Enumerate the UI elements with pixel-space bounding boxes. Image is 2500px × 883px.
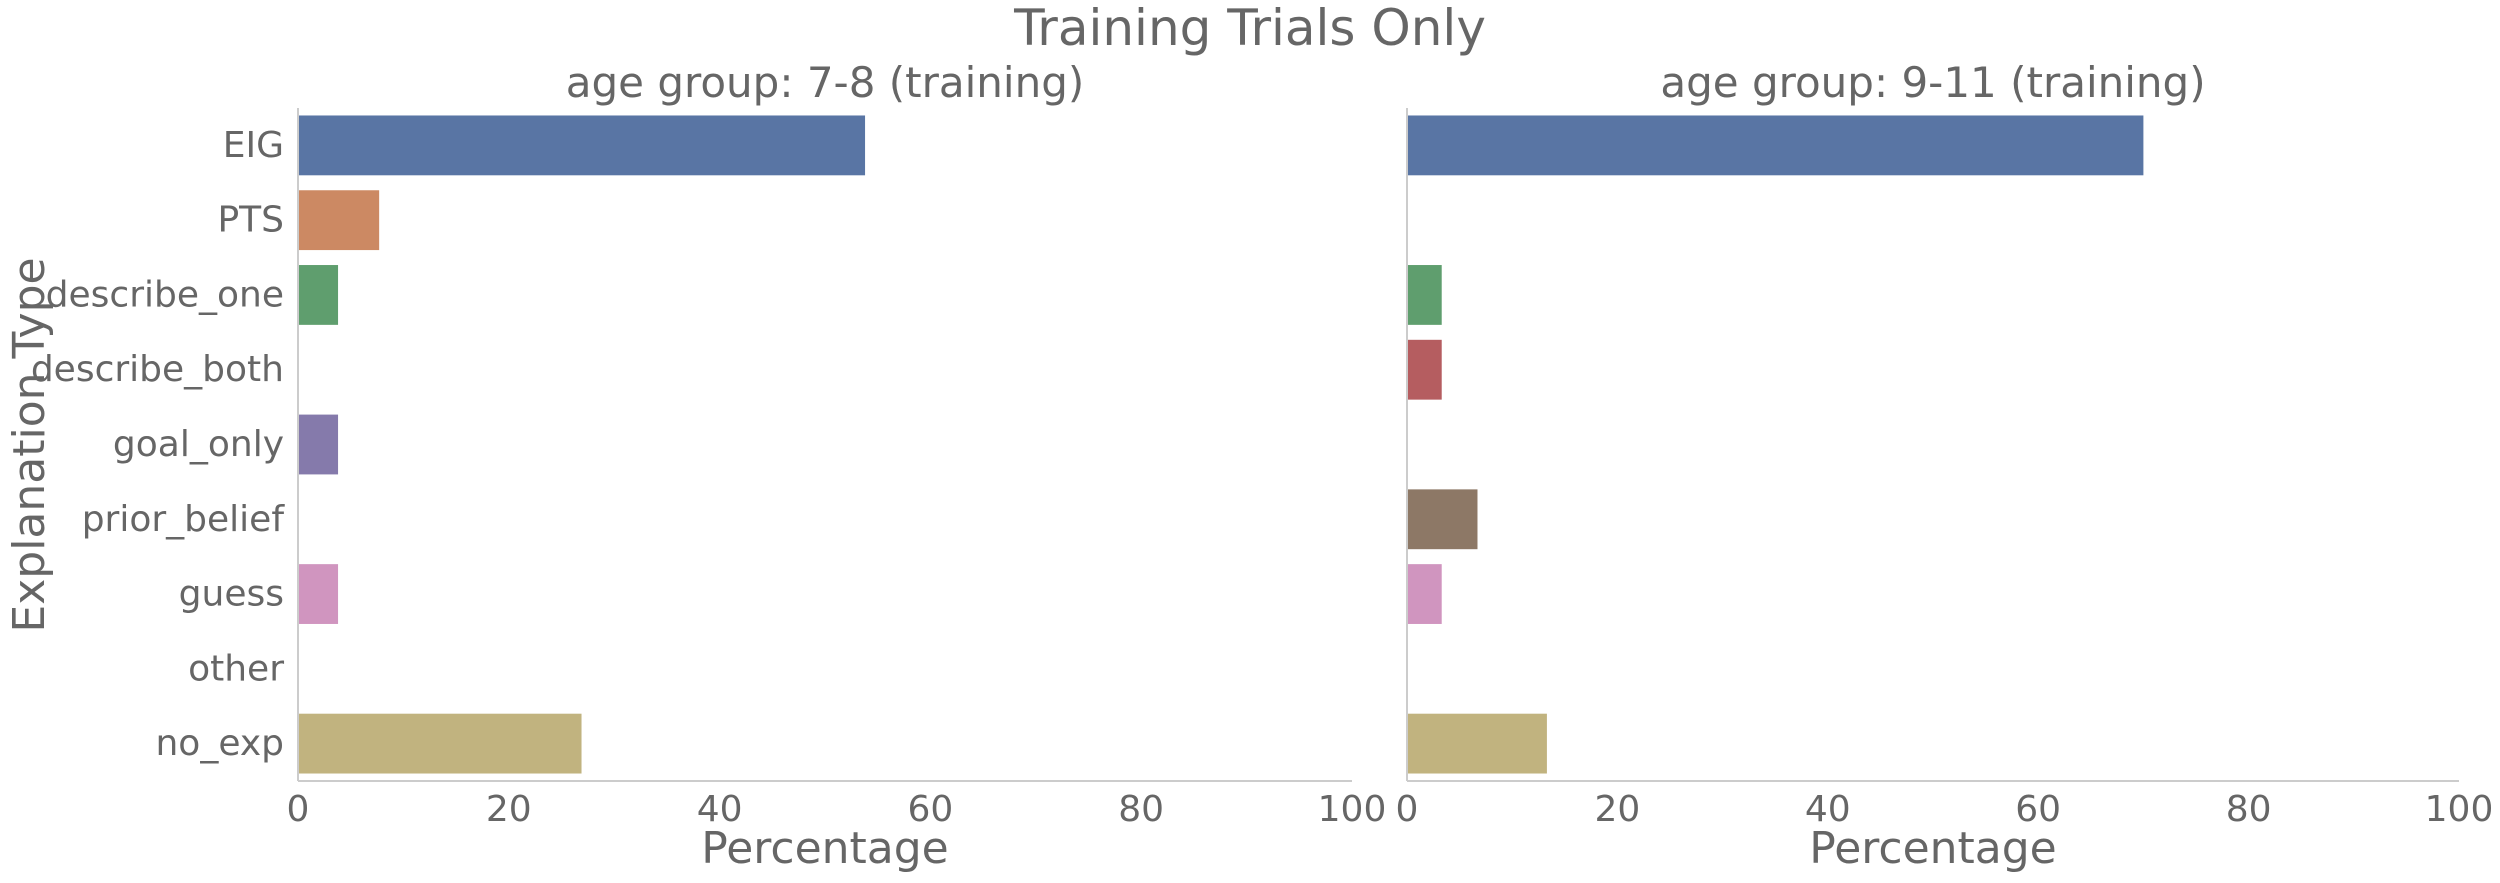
category-label-no-exp: no_exp	[155, 723, 284, 764]
category-label-describe-both: describe_both	[31, 349, 284, 390]
bar-eig-left	[298, 115, 866, 176]
category-label-prior-belief: prior_belief	[82, 499, 286, 540]
bar-describe-one-right	[1407, 265, 1442, 325]
x-tick-label-40-left: 40	[697, 789, 743, 830]
x-ticks-right: 0 20 40 60 80 100	[1396, 789, 2494, 830]
bar-no-exp-left	[298, 713, 582, 774]
x-tick-label-20-left: 20	[486, 789, 532, 830]
x-tick-label-80-right: 80	[2226, 789, 2272, 830]
category-label-pts: PTS	[217, 200, 284, 241]
bar-guess-left	[298, 564, 339, 624]
bars-left	[298, 115, 866, 774]
x-tick-label-20-right: 20	[1594, 789, 1640, 830]
bar-no-exp-right	[1407, 713, 1547, 774]
panel-title-right: age group: 9-11 (training)	[1660, 58, 2205, 107]
figure-title: Training Trials Only	[1013, 0, 1486, 57]
bar-eig-right	[1407, 115, 2144, 176]
category-label-other: other	[188, 648, 284, 689]
category-label-goal-only: goal_only	[113, 424, 284, 465]
category-label-describe-one: describe_one	[46, 274, 284, 315]
bar-guess-right	[1407, 564, 1442, 624]
category-label-eig: EIG	[223, 125, 284, 166]
bar-describe-both-right	[1407, 339, 1442, 400]
x-tick-label-100-right: 100	[2425, 789, 2494, 830]
x-ticks-left: 0 20 40 60 80 100	[287, 789, 1387, 830]
category-labels-left: EIG PTS describe_one describe_both goal_only…	[31, 125, 285, 764]
category-label-guess: guess	[179, 574, 284, 615]
bar-goal-only-left	[298, 414, 339, 475]
x-tick-label-0-right: 0	[1396, 789, 1419, 830]
bar-describe-one-left	[298, 265, 339, 325]
x-tick-label-80-left: 80	[1118, 789, 1164, 830]
bars-right	[1407, 115, 2144, 774]
panel-left: age group: 7-8 (training) EIG PTS describe…	[31, 58, 1387, 874]
y-axis-label: Explanation Type	[4, 257, 55, 632]
x-tick-label-60-left: 60	[907, 789, 953, 830]
bar-prior-belief-right	[1407, 489, 1478, 550]
x-axis-label-right: Percentage	[1809, 823, 2057, 874]
x-tick-label-40-right: 40	[1805, 789, 1851, 830]
bar-pts-left	[298, 190, 380, 251]
x-tick-label-0-left: 0	[287, 789, 310, 830]
panel-title-left: age group: 7-8 (training)	[566, 58, 1085, 107]
x-tick-label-100-left: 100	[1318, 789, 1387, 830]
x-axis-label-left: Percentage	[701, 823, 949, 874]
panel-right: age group: 9-11 (training) 0 20 40 60 80 100 …	[1396, 58, 2494, 874]
x-tick-label-60-right: 60	[2015, 789, 2061, 830]
